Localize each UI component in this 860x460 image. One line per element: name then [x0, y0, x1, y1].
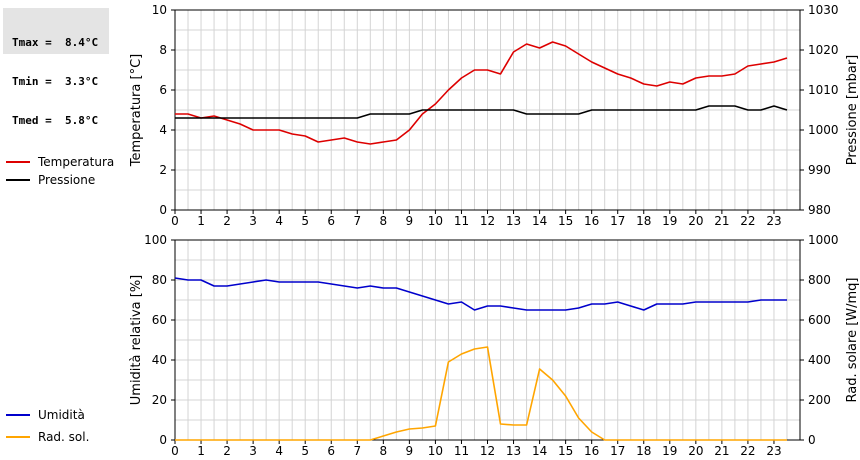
x-tick-label: 6 [327, 444, 335, 458]
y-left-axis-label: Umidità relativa [%] [129, 275, 144, 405]
y-left-tick-label: 2 [159, 163, 167, 177]
x-tick-label: 7 [353, 444, 361, 458]
y-right-tick-label: 1020 [808, 43, 839, 57]
stat-tmax: Tmax = 8.4°C [12, 36, 99, 49]
y-right-tick-label: 0 [808, 433, 816, 447]
x-tick-label: 18 [636, 444, 651, 458]
x-tick-label: 6 [327, 214, 335, 228]
y-right-tick-label: 1010 [808, 83, 839, 97]
x-tick-label: 4 [275, 214, 283, 228]
y-left-tick-label: 0 [159, 203, 167, 217]
x-tick-label: 10 [428, 444, 443, 458]
x-tick-label: 11 [454, 444, 469, 458]
x-tick-label: 8 [380, 444, 388, 458]
y-left-tick-label: 40 [152, 353, 167, 367]
y-left-tick-label: 20 [152, 393, 167, 407]
x-tick-label: 14 [532, 444, 547, 458]
y-right-axis-label: Pressione [mbar] [845, 55, 860, 166]
x-tick-label: 20 [688, 214, 703, 228]
x-tick-label: 9 [406, 214, 414, 228]
y-left-tick-label: 6 [159, 83, 167, 97]
x-tick-label: 18 [636, 214, 651, 228]
y-left-tick-label: 10 [152, 3, 167, 17]
x-tick-label: 20 [688, 444, 703, 458]
x-tick-label: 1 [197, 444, 205, 458]
x-tick-label: 23 [766, 214, 781, 228]
x-tick-label: 14 [532, 214, 547, 228]
x-tick-label: 22 [740, 214, 755, 228]
x-tick-label: 17 [610, 444, 625, 458]
x-tick-label: 2 [223, 214, 231, 228]
series-line-rad-sol- [175, 346, 787, 441]
x-tick-label: 5 [301, 444, 309, 458]
x-tick-label: 19 [662, 214, 677, 228]
y-right-tick-label: 200 [808, 393, 831, 407]
x-tick-label: 0 [171, 444, 179, 458]
x-tick-label: 16 [584, 214, 599, 228]
x-tick-label: 0 [171, 214, 179, 228]
x-tick-label: 8 [380, 214, 388, 228]
stat-tmed: Tmed = 5.8°C [12, 114, 99, 127]
x-tick-label: 23 [766, 444, 781, 458]
series-line-pressione [175, 105, 788, 119]
y-left-tick-label: 60 [152, 313, 167, 327]
x-tick-label: 5 [301, 214, 309, 228]
y-left-tick-label: 4 [159, 123, 167, 137]
y-left-tick-label: 0 [159, 433, 167, 447]
legend-label: Umidità [38, 408, 85, 422]
x-tick-label: 13 [506, 444, 521, 458]
x-tick-label: 11 [454, 214, 469, 228]
y-left-tick-label: 8 [159, 43, 167, 57]
y-right-tick-label: 1000 [808, 123, 839, 137]
x-tick-label: 3 [249, 444, 257, 458]
legend-label: Pressione [38, 173, 95, 187]
x-tick-label: 15 [558, 214, 573, 228]
x-tick-label: 16 [584, 444, 599, 458]
x-tick-label: 12 [480, 444, 495, 458]
x-tick-label: 17 [610, 214, 625, 228]
series-line-umidit- [174, 277, 787, 311]
y-right-axis-label: Rad. solare [W/mq] [845, 277, 860, 402]
x-tick-label: 10 [428, 214, 443, 228]
y-right-tick-label: 990 [808, 163, 831, 177]
x-tick-label: 21 [714, 444, 729, 458]
stat-tmin: Tmin = 3.3°C [12, 75, 99, 88]
stats-box: Tmax = 8.4°C Tmin = 3.3°C Tmed = 5.8°C [3, 8, 109, 127]
y-right-tick-label: 800 [808, 273, 831, 287]
y-left-axis-label: Temperatura [°C] [129, 54, 144, 167]
y-right-tick-label: 400 [808, 353, 831, 367]
x-tick-label: 2 [223, 444, 231, 458]
x-tick-label: 1 [197, 214, 205, 228]
series-line-temperatura [175, 41, 788, 145]
x-tick-label: 4 [275, 444, 283, 458]
x-tick-label: 22 [740, 444, 755, 458]
legend-label: Rad. sol. [38, 430, 89, 444]
x-tick-label: 21 [714, 214, 729, 228]
x-tick-label: 19 [662, 444, 677, 458]
y-right-tick-label: 980 [808, 203, 831, 217]
y-right-tick-label: 1030 [808, 3, 839, 17]
y-right-tick-label: 600 [808, 313, 831, 327]
y-left-tick-label: 100 [144, 233, 167, 247]
y-left-tick-label: 80 [152, 273, 167, 287]
legend-label: Temperatura [37, 155, 114, 169]
x-tick-label: 3 [249, 214, 257, 228]
x-tick-label: 13 [506, 214, 521, 228]
x-tick-label: 15 [558, 444, 573, 458]
x-tick-label: 7 [353, 214, 361, 228]
x-tick-label: 9 [406, 444, 414, 458]
x-tick-label: 12 [480, 214, 495, 228]
y-right-tick-label: 1000 [808, 233, 839, 247]
